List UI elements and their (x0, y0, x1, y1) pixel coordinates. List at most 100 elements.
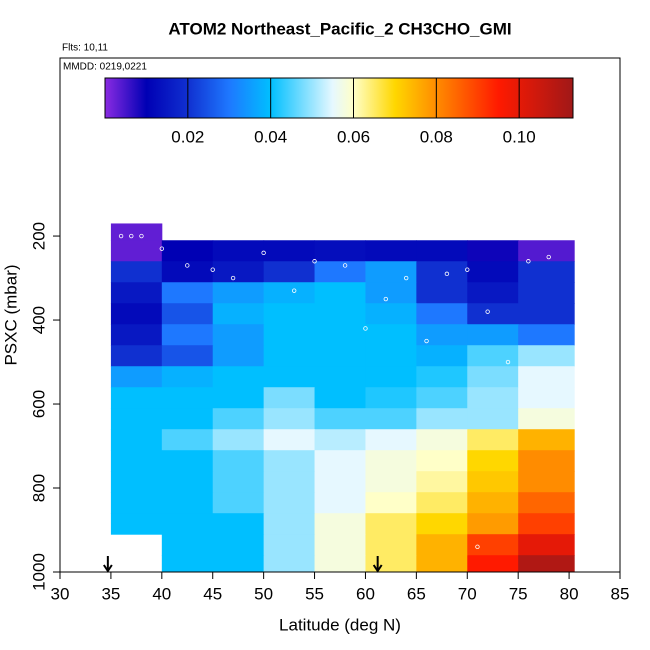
track-point (159, 246, 165, 251)
heat-cell (110, 450, 163, 472)
x-tick-label: 75 (509, 584, 528, 603)
track-point (363, 326, 368, 331)
track-point (129, 233, 134, 239)
heat-cell (110, 471, 163, 493)
heat-cell (467, 429, 519, 451)
heat-cell (365, 240, 417, 262)
heat-cell (263, 366, 316, 388)
heat-cell (416, 534, 468, 556)
heat-cell (263, 429, 316, 451)
heat-cell (263, 534, 316, 556)
heat-cell (110, 303, 163, 325)
heat-cell (314, 492, 366, 514)
annotation: MMDD: 0219,0221 (63, 62, 147, 73)
heat-cell (314, 366, 366, 388)
heat-cell (314, 387, 366, 409)
y-tick-label: 1000 (29, 553, 48, 591)
heat-cell (365, 387, 417, 409)
heat-cell (518, 345, 575, 367)
arrow-head (372, 564, 383, 573)
track-point (139, 233, 144, 239)
heat-cell (467, 492, 519, 514)
heat-cell (467, 303, 519, 325)
heat-cell (110, 240, 163, 262)
heat-cell (110, 261, 163, 283)
heat-cell (518, 429, 575, 451)
heat-cell (161, 387, 214, 409)
heat-cell (161, 366, 214, 388)
heat-cell (416, 429, 468, 451)
track-point (210, 267, 215, 272)
heat-cell (263, 408, 316, 430)
colorbar-tick-label: 0.06 (337, 127, 370, 146)
heat-cell (212, 387, 265, 409)
heat-cell (161, 282, 214, 304)
heat-cell (161, 345, 214, 367)
arrow (372, 556, 383, 573)
y-tick-label: 600 (29, 390, 48, 418)
colorbar-tick-label: 0.08 (420, 127, 453, 146)
heat-cell (518, 240, 575, 262)
heat-cell (263, 282, 316, 304)
subtitle: Flts: 10,11 (62, 43, 108, 54)
track-point (312, 259, 317, 264)
heat-cell (161, 324, 214, 346)
track-point (485, 309, 490, 314)
heat-cell (212, 261, 265, 283)
colorbar (104, 77, 574, 119)
heat-cell (263, 471, 316, 493)
x-axis-label: Latitude (deg N) (279, 615, 401, 634)
track-point (291, 288, 297, 293)
heat-cell (416, 471, 468, 493)
x-tick-label: 70 (458, 584, 477, 603)
heat-cell (212, 429, 265, 451)
heat-cell (161, 513, 214, 535)
heat-cell (467, 408, 519, 430)
heat-cell (416, 555, 468, 573)
heat-cell (212, 492, 265, 514)
heat-cell (416, 366, 468, 388)
heat-cell (110, 429, 163, 451)
heat-cell (518, 450, 575, 472)
heat-cell (212, 408, 265, 430)
heat-cell (365, 261, 417, 283)
x-tick-label: 30 (51, 584, 70, 603)
heat-cell (161, 261, 214, 283)
heat-cell (314, 324, 366, 346)
heat-cell (365, 513, 417, 535)
heat-cell (110, 513, 163, 535)
heat-cell (110, 223, 163, 241)
heat-cell (365, 471, 417, 493)
heat-cell (416, 492, 468, 514)
heat-cell (212, 345, 265, 367)
heat-cell (161, 555, 214, 573)
heat-cell (314, 534, 366, 556)
heat-cell (263, 492, 316, 514)
heat-cell (467, 534, 519, 556)
track-point (230, 275, 236, 281)
heat-cell (416, 324, 468, 346)
heat-cell (314, 513, 366, 535)
heat-cell (416, 387, 468, 409)
x-tick-label: 85 (611, 584, 630, 603)
heat-cell (365, 282, 417, 304)
x-tick-label: 65 (407, 584, 426, 603)
heat-cell (518, 324, 575, 346)
heat-cell (518, 261, 575, 283)
heat-cell (518, 492, 575, 514)
heat-cell (212, 240, 265, 262)
heat-cell (467, 324, 519, 346)
heat-cell (518, 534, 575, 556)
heat-cell (212, 366, 265, 388)
heat-cell (161, 429, 214, 451)
track-point (505, 359, 511, 365)
heat-cell (416, 240, 468, 262)
heat-cell (314, 303, 366, 325)
heat-cell (314, 261, 366, 283)
track-point (444, 271, 450, 277)
heat-cell (161, 408, 214, 430)
heat-cell (365, 324, 417, 346)
x-tick-label: 35 (101, 584, 120, 603)
heat-cell (161, 240, 214, 262)
heat-cell (365, 492, 417, 514)
